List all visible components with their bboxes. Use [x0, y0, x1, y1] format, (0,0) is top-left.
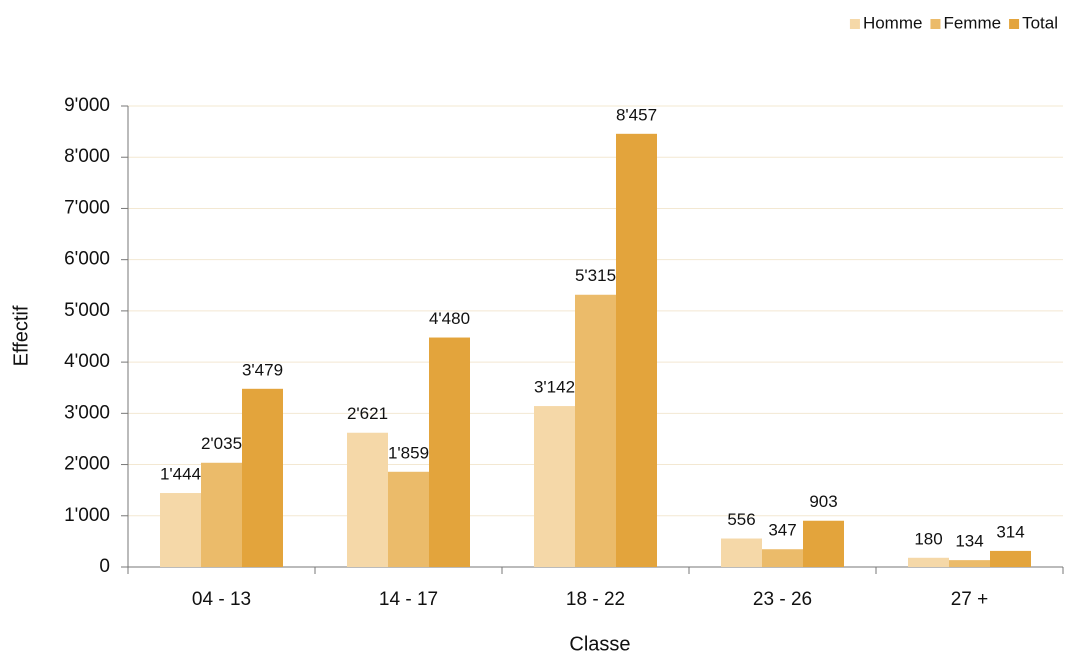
bar [721, 538, 762, 567]
value-label: 2'035 [201, 434, 242, 453]
bar [616, 133, 657, 567]
bar [388, 471, 429, 567]
x-axis-title: Classe [569, 633, 630, 655]
bar [347, 432, 388, 567]
legend-swatch [930, 19, 941, 29]
x-tick-label: 14 - 17 [379, 589, 438, 610]
bar [534, 406, 575, 567]
x-tick-label: 23 - 26 [753, 589, 812, 610]
value-label: 556 [727, 510, 755, 529]
value-label: 134 [955, 532, 983, 551]
y-tick-label: 7'000 [64, 197, 110, 218]
y-tick-label: 5'000 [64, 300, 110, 321]
value-label: 2'621 [347, 404, 388, 423]
legend-swatch [1009, 19, 1020, 29]
value-label: 1'859 [388, 443, 429, 462]
bar [160, 493, 201, 567]
bar [949, 560, 990, 567]
y-tick-label: 8'000 [64, 146, 110, 167]
bar [575, 294, 616, 567]
y-tick-label: 4'000 [64, 351, 110, 372]
y-tick-label: 0 [99, 556, 110, 577]
legend-label: Homme [863, 13, 923, 32]
y-axis-title: Effectif [10, 305, 32, 366]
bar [990, 550, 1031, 567]
value-label: 4'480 [429, 309, 470, 328]
value-label: 8'457 [616, 105, 657, 124]
legend-swatch [849, 19, 860, 29]
x-tick-label: 27 + [951, 589, 989, 610]
y-tick-label: 1'000 [64, 505, 110, 526]
value-label: 5'315 [575, 266, 616, 285]
y-tick-label: 2'000 [64, 454, 110, 475]
bar [908, 557, 949, 567]
legend-label: Total [1022, 13, 1058, 32]
bar [201, 462, 242, 567]
value-label: 314 [996, 522, 1024, 541]
x-tick-label: 04 - 13 [192, 589, 251, 610]
y-tick-label: 9'000 [64, 95, 110, 116]
y-tick-label: 3'000 [64, 402, 110, 423]
bar [803, 520, 844, 567]
legend-label: Femme [943, 13, 1001, 32]
bar [429, 337, 470, 567]
value-label: 3'142 [534, 378, 575, 397]
bar [762, 549, 803, 567]
value-label: 1'444 [160, 465, 201, 484]
bar [242, 388, 283, 567]
value-label: 180 [914, 529, 942, 548]
value-label: 3'479 [242, 360, 283, 379]
value-label: 347 [768, 521, 796, 540]
y-tick-label: 6'000 [64, 249, 110, 270]
x-tick-label: 18 - 22 [566, 589, 625, 610]
value-label: 903 [809, 492, 837, 511]
